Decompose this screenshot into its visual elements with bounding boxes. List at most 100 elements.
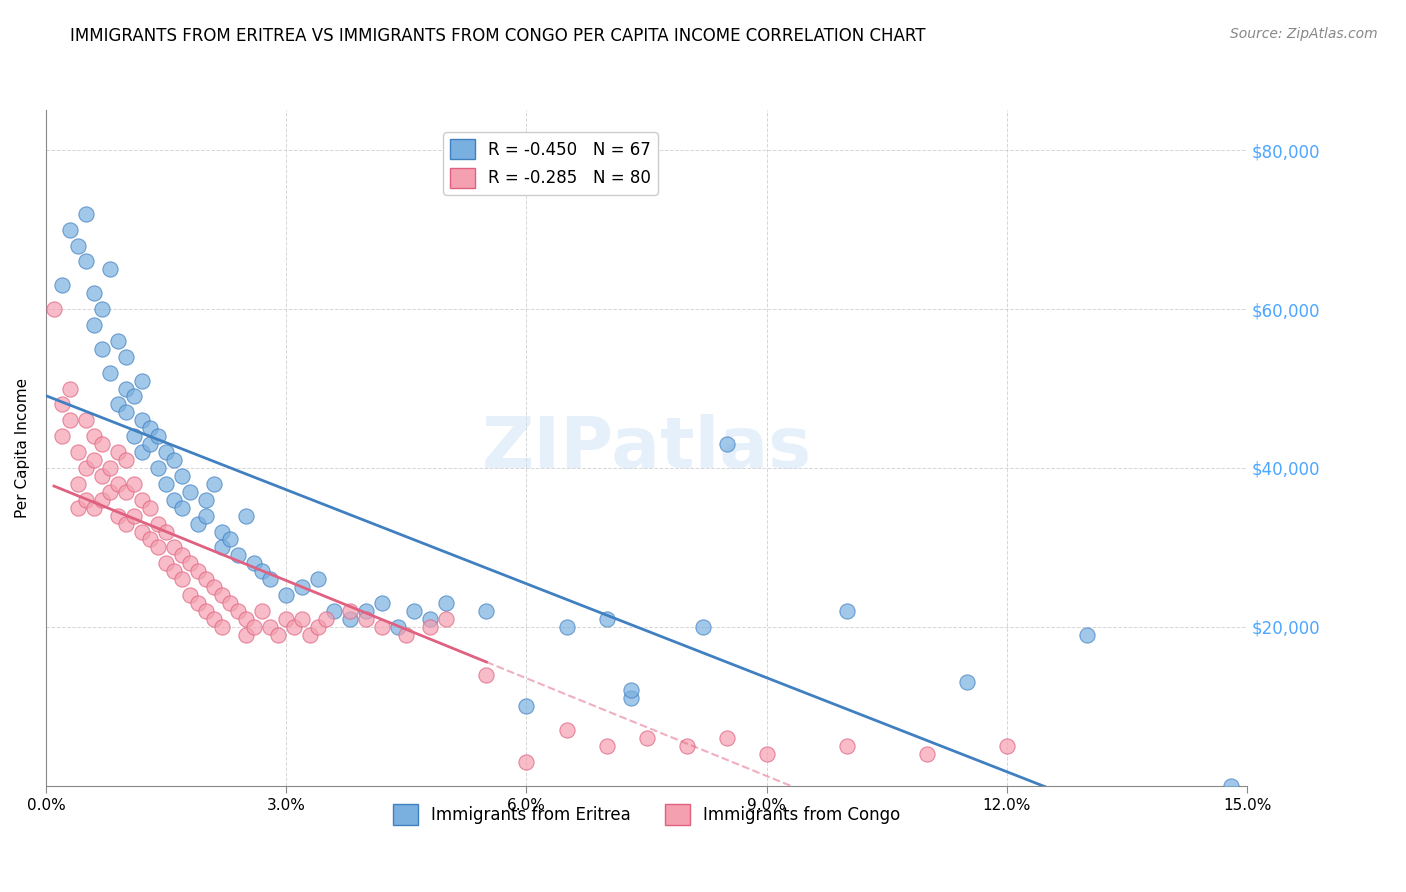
Point [139,421,162,435]
Point [146,429,169,443]
Point [835,604,858,618]
Point [195,492,218,507]
Point [115,405,138,419]
Point [219,533,242,547]
Point [115,516,138,531]
Point [172,572,194,586]
Point [356,612,378,626]
Point [51,397,73,411]
Point [195,508,218,523]
Point [131,445,153,459]
Point [202,476,225,491]
Point [387,620,409,634]
Point [291,580,314,594]
Point [434,612,457,626]
Point [211,588,233,602]
Point [755,747,778,761]
Point [42,301,65,316]
Point [915,747,938,761]
Point [51,278,73,293]
Point [139,500,162,515]
Point [187,516,209,531]
Point [75,413,97,427]
Point [371,620,394,634]
Point [139,533,162,547]
Point [956,675,979,690]
Point [307,620,329,634]
Text: Source: ZipAtlas.com: Source: ZipAtlas.com [1230,27,1378,41]
Point [202,580,225,594]
Point [475,667,498,681]
Point [404,604,426,618]
Point [243,620,266,634]
Point [75,492,97,507]
Point [299,628,322,642]
Point [107,476,129,491]
Point [636,731,658,745]
Point [675,739,697,753]
Point [146,461,169,475]
Point [122,429,145,443]
Point [122,508,145,523]
Text: IMMIGRANTS FROM ERITREA VS IMMIGRANTS FROM CONGO PER CAPITA INCOME CORRELATION C: IMMIGRANTS FROM ERITREA VS IMMIGRANTS FR… [70,27,925,45]
Point [91,301,114,316]
Point [107,445,129,459]
Point [107,508,129,523]
Point [267,628,290,642]
Point [187,564,209,578]
Point [555,723,578,738]
Point [131,492,153,507]
Point [59,382,82,396]
Point [107,334,129,348]
Point [595,612,617,626]
Point [555,620,578,634]
Point [219,596,242,610]
Point [172,500,194,515]
Point [107,397,129,411]
Point [83,453,105,467]
Point [75,254,97,268]
Point [995,739,1018,753]
Point [419,620,441,634]
Point [98,484,121,499]
Point [98,366,121,380]
Point [1076,628,1098,642]
Point [98,461,121,475]
Point [91,342,114,356]
Point [91,469,114,483]
Point [356,604,378,618]
Point [202,612,225,626]
Point [66,445,89,459]
Point [155,524,177,539]
Point [115,453,138,467]
Point [146,541,169,555]
Point [115,382,138,396]
Point [155,476,177,491]
Point [434,596,457,610]
Point [243,557,266,571]
Point [211,524,233,539]
Point [259,572,281,586]
Point [122,476,145,491]
Text: ZIPatlas: ZIPatlas [481,414,811,483]
Point [235,508,257,523]
Point [83,429,105,443]
Point [195,572,218,586]
Point [179,588,201,602]
Point [515,699,537,714]
Point [172,469,194,483]
Point [163,492,186,507]
Point [122,389,145,403]
Point [595,739,617,753]
Point [131,524,153,539]
Point [172,549,194,563]
Point [163,541,186,555]
Point [91,492,114,507]
Point [250,604,273,618]
Point [155,557,177,571]
Point [835,739,858,753]
Point [276,612,298,626]
Point [195,604,218,618]
Point [307,572,329,586]
Point [66,238,89,252]
